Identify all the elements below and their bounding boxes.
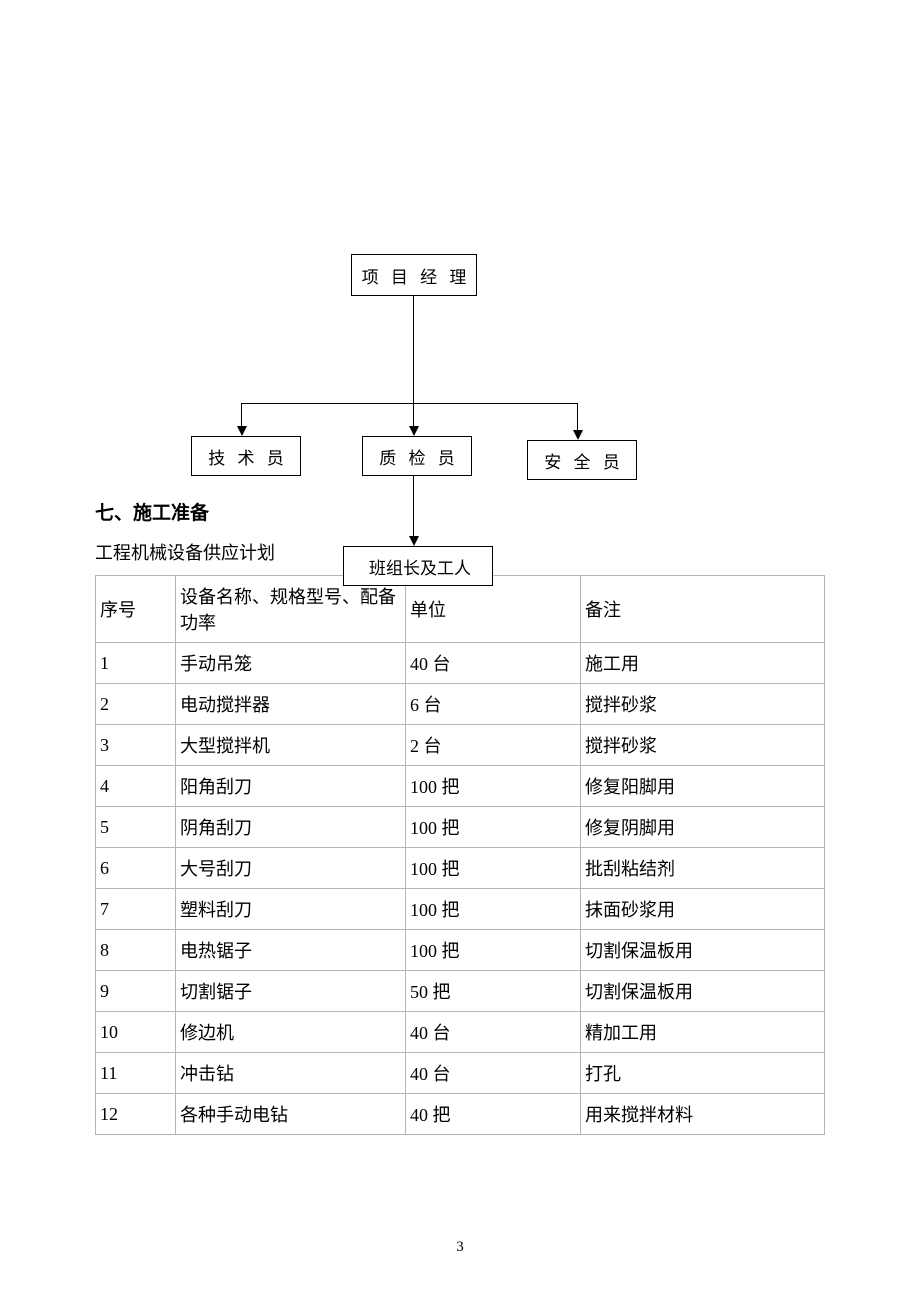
edge-line [413, 476, 414, 536]
node-project-manager: 项 目 经 理 [351, 254, 477, 296]
table-cell: 阴角刮刀 [176, 807, 406, 848]
table-row: 6大号刮刀100 把批刮粘结剂 [96, 848, 825, 889]
table-cell: 冲击钻 [176, 1053, 406, 1094]
arrowhead-icon [409, 426, 419, 436]
table-row: 3大型搅拌机2 台搅拌砂浆 [96, 725, 825, 766]
table-row: 1手动吊笼40 台施工用 [96, 643, 825, 684]
table-cell: 11 [96, 1053, 176, 1094]
table-cell: 搅拌砂浆 [581, 684, 825, 725]
table-row: 2电动搅拌器6 台搅拌砂浆 [96, 684, 825, 725]
edge-line [577, 403, 578, 431]
table-cell: 搅拌砂浆 [581, 725, 825, 766]
table-cell: 切割保温板用 [581, 930, 825, 971]
node-safety: 安 全 员 [527, 440, 637, 480]
node-technician: 技 术 员 [191, 436, 301, 476]
edge-line [241, 403, 578, 404]
table-cell: 用来搅拌材料 [581, 1094, 825, 1135]
edge-line [413, 296, 414, 403]
table-cell: 1 [96, 643, 176, 684]
page-number: 3 [0, 1239, 920, 1256]
document-page: 项 目 经 理 技 术 员 质 检 员 安 全 员 班组长及工人 七、施工准备 … [0, 0, 920, 1302]
table-cell: 5 [96, 807, 176, 848]
edge-line [413, 403, 414, 427]
table-row: 10修边机40 台精加工用 [96, 1012, 825, 1053]
table-cell: 40 台 [406, 643, 581, 684]
table-cell: 100 把 [406, 848, 581, 889]
table-cell: 各种手动电钻 [176, 1094, 406, 1135]
node-qc: 质 检 员 [362, 436, 472, 476]
table-cell: 修复阳脚用 [581, 766, 825, 807]
table-cell: 切割锯子 [176, 971, 406, 1012]
table-cell: 电动搅拌器 [176, 684, 406, 725]
table-cell: 抹面砂浆用 [581, 889, 825, 930]
table-cell: 切割保温板用 [581, 971, 825, 1012]
table-cell: 100 把 [406, 766, 581, 807]
table-cell: 阳角刮刀 [176, 766, 406, 807]
table-cell: 手动吊笼 [176, 643, 406, 684]
table-cell: 9 [96, 971, 176, 1012]
section-heading: 七、施工准备 [95, 498, 825, 525]
table-cell: 打孔 [581, 1053, 825, 1094]
table-cell: 2 台 [406, 725, 581, 766]
table-cell: 批刮粘结剂 [581, 848, 825, 889]
table-cell: 3 [96, 725, 176, 766]
table-cell: 6 [96, 848, 176, 889]
table-cell: 100 把 [406, 807, 581, 848]
arrowhead-icon [237, 426, 247, 436]
arrowhead-icon [573, 430, 583, 440]
table-cell: 40 台 [406, 1012, 581, 1053]
table-cell: 施工用 [581, 643, 825, 684]
table-row: 12各种手动电钻40 把用来搅拌材料 [96, 1094, 825, 1135]
table-row: 9切割锯子50 把切割保温板用 [96, 971, 825, 1012]
th-seq: 序号 [96, 576, 176, 643]
table-cell: 修复阴脚用 [581, 807, 825, 848]
table-cell: 100 把 [406, 930, 581, 971]
table-cell: 8 [96, 930, 176, 971]
th-remark: 备注 [581, 576, 825, 643]
table-row: 8电热锯子100 把切割保温板用 [96, 930, 825, 971]
table-row: 7塑料刮刀100 把抹面砂浆用 [96, 889, 825, 930]
table-cell: 6 台 [406, 684, 581, 725]
table-cell: 塑料刮刀 [176, 889, 406, 930]
table-cell: 精加工用 [581, 1012, 825, 1053]
table-cell: 100 把 [406, 889, 581, 930]
table-cell: 4 [96, 766, 176, 807]
equipment-table: 序号 设备名称、规格型号、配备功率 单位 备注 1手动吊笼40 台施工用2电动搅… [95, 575, 825, 1135]
table-cell: 50 把 [406, 971, 581, 1012]
table-cell: 大型搅拌机 [176, 725, 406, 766]
table-cell: 10 [96, 1012, 176, 1053]
table-row: 11冲击钻40 台打孔 [96, 1053, 825, 1094]
table-cell: 40 台 [406, 1053, 581, 1094]
table-cell: 40 把 [406, 1094, 581, 1135]
table-cell: 2 [96, 684, 176, 725]
table-cell: 电热锯子 [176, 930, 406, 971]
table-cell: 7 [96, 889, 176, 930]
table-cell: 修边机 [176, 1012, 406, 1053]
table-row: 5阴角刮刀100 把修复阴脚用 [96, 807, 825, 848]
node-team: 班组长及工人 [343, 546, 493, 586]
arrowhead-icon [409, 536, 419, 546]
table-body: 1手动吊笼40 台施工用2电动搅拌器6 台搅拌砂浆3大型搅拌机2 台搅拌砂浆4阳… [96, 643, 825, 1135]
table-cell: 大号刮刀 [176, 848, 406, 889]
table-row: 4阳角刮刀100 把修复阳脚用 [96, 766, 825, 807]
org-flowchart: 项 目 经 理 技 术 员 质 检 员 安 全 员 班组长及工人 [95, 120, 825, 490]
table-cell: 12 [96, 1094, 176, 1135]
edge-line [241, 403, 242, 427]
